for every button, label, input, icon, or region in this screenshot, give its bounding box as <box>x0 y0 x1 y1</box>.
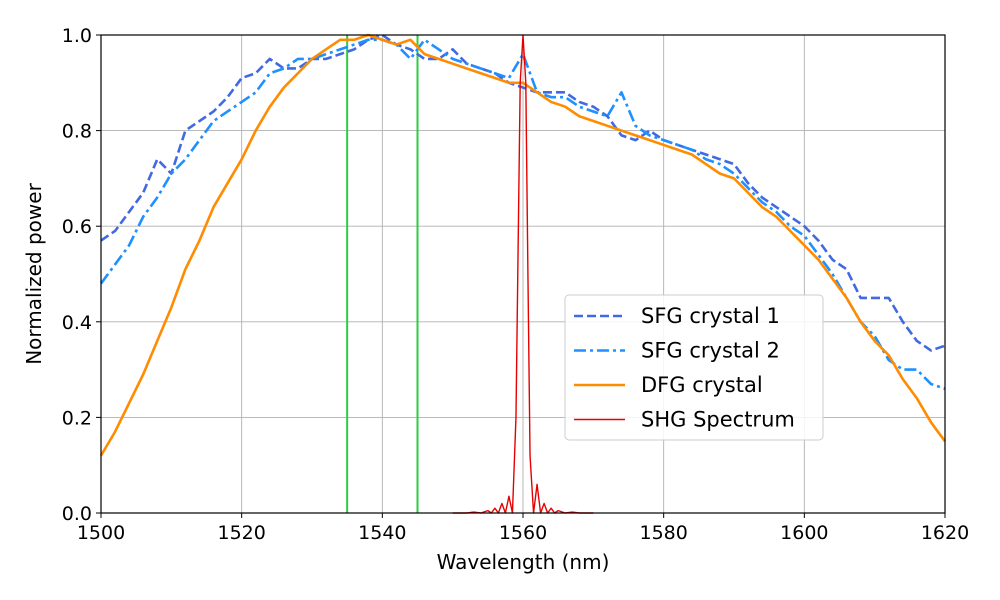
legend-label: SHG Spectrum <box>641 408 795 432</box>
y-tick-label: 0.4 <box>62 312 92 334</box>
legend-label: SFG crystal 1 <box>641 304 780 328</box>
legend-label: SFG crystal 2 <box>641 339 780 363</box>
y-tick-label: 0.8 <box>62 121 92 143</box>
legend-box <box>564 294 824 441</box>
y-axis-title: Normalized power <box>22 182 46 364</box>
y-tick-label: 0.2 <box>62 407 92 429</box>
x-tick-label: 1500 <box>77 522 125 544</box>
x-axis-title: Wavelength (nm) <box>437 550 610 574</box>
series-line-sfg-crystal-1 <box>100 33 946 352</box>
axis-ticks: 1500 1520 1540 1560 1580 1600 1620 0.0 0.2 0.4 0.6… <box>62 25 969 544</box>
x-tick-label: 1620 <box>921 522 969 544</box>
x-tick-label: 1600 <box>780 522 828 544</box>
series-line-dfg-crystal <box>99 33 947 457</box>
x-tick-label: 1540 <box>358 522 406 544</box>
y-tick-label: 0.0 <box>62 503 92 525</box>
legend-label: DFG crystal <box>641 373 763 397</box>
y-tick-label: 0.6 <box>62 216 92 238</box>
x-tick-label: 1560 <box>499 522 547 544</box>
y-tick-label: 1.0 <box>62 25 92 47</box>
legend: SFG crystal 1 SFG crystal 2 DFG crystal SHG… <box>564 294 824 441</box>
series-line-sfg-crystal-2 <box>99 38 946 390</box>
x-tick-label: 1520 <box>217 522 265 544</box>
x-tick-label: 1580 <box>639 522 687 544</box>
vertical-markers <box>346 35 419 513</box>
